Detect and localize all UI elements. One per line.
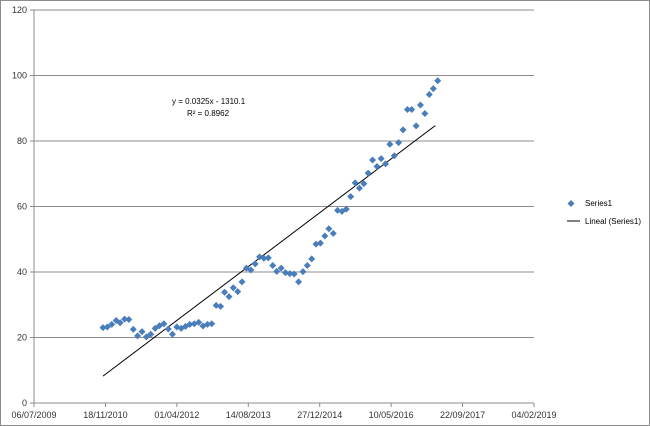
data-point	[377, 155, 385, 163]
y-tick-label: 80	[17, 136, 27, 146]
data-point	[269, 261, 277, 269]
r-squared-text: R² = 0.8962	[187, 109, 230, 118]
y-tick-label: 60	[17, 202, 27, 212]
data-point	[308, 255, 316, 263]
x-tick-label: 01/04/2012	[154, 410, 199, 420]
y-tick-label: 120	[12, 5, 27, 15]
data-point	[286, 270, 294, 278]
legend: Series1 Lineal (Series1)	[567, 199, 641, 226]
data-point	[116, 319, 124, 327]
data-point	[247, 266, 255, 274]
data-point	[329, 229, 337, 237]
data-point	[221, 288, 229, 296]
data-point	[408, 106, 416, 114]
data-point	[234, 288, 242, 296]
data-point	[316, 239, 324, 247]
data-point	[412, 122, 420, 130]
x-tick-label: 06/07/2009	[11, 410, 56, 420]
data-point	[395, 139, 403, 147]
x-tick-label: 14/08/2013	[226, 410, 271, 420]
data-point	[160, 320, 168, 328]
data-point	[382, 160, 390, 168]
equation-text: y = 0.0325x - 1310.1	[172, 97, 246, 106]
data-point	[321, 232, 329, 240]
trendline-group	[102, 125, 436, 377]
legend-trendline-label: Lineal (Series1)	[585, 217, 641, 226]
data-point	[138, 328, 146, 336]
data-point	[129, 325, 137, 333]
data-point	[186, 320, 194, 328]
data-point	[108, 320, 116, 328]
data-point	[208, 320, 216, 328]
data-point	[229, 284, 237, 292]
data-point	[390, 152, 398, 160]
data-point	[399, 126, 407, 134]
legend-series-marker	[567, 200, 575, 207]
data-point	[364, 169, 372, 177]
data-point	[217, 302, 225, 310]
data-point	[303, 261, 311, 269]
data-point	[360, 180, 368, 188]
data-point	[264, 254, 272, 262]
data-point	[347, 193, 355, 201]
data-point	[429, 85, 437, 93]
data-point	[299, 268, 307, 276]
data-point	[355, 184, 363, 192]
data-point	[373, 163, 381, 171]
x-tick-label: 04/02/2019	[511, 410, 556, 420]
data-point	[251, 260, 259, 268]
data-point	[203, 320, 211, 328]
data-point	[125, 315, 133, 323]
x-tick-label: 18/11/2010	[83, 410, 127, 420]
data-point	[290, 270, 298, 278]
data-point	[325, 225, 333, 233]
x-tick-label: 10/05/2016	[369, 410, 414, 420]
gridlines	[34, 9, 534, 338]
data-point	[295, 278, 303, 286]
data-point	[103, 323, 111, 331]
x-tick-labels: 06/07/2009 18/11/2010 01/04/2012 14/08/2013…	[11, 410, 556, 420]
data-point	[99, 324, 107, 332]
data-point	[134, 332, 142, 340]
data-point	[342, 205, 350, 213]
axes	[30, 9, 535, 407]
data-point	[421, 109, 429, 117]
data-point	[403, 106, 411, 114]
data-point	[225, 293, 233, 301]
data-point	[121, 315, 129, 323]
data-point	[386, 140, 394, 148]
data-point	[195, 318, 203, 326]
legend-series-label: Series1	[585, 199, 613, 208]
data-point	[369, 156, 377, 164]
data-point	[416, 101, 424, 109]
data-point	[238, 278, 246, 286]
data-point	[434, 77, 442, 85]
data-point	[164, 325, 172, 333]
data-point	[351, 179, 359, 187]
data-points	[99, 77, 442, 341]
y-tick-label: 100	[12, 71, 27, 81]
data-point	[168, 330, 176, 338]
y-tick-labels: 0 20 40 60 80 100 120	[12, 5, 27, 408]
y-tick-label: 40	[17, 267, 27, 277]
data-point	[277, 264, 285, 272]
y-tick-label: 0	[22, 398, 27, 408]
data-point	[260, 254, 268, 262]
x-tick-label: 27/12/2014	[297, 410, 342, 420]
x-tick-label: 22/09/2017	[440, 410, 485, 420]
y-tick-label: 20	[17, 333, 27, 343]
trendline-equation: y = 0.0325x - 1310.1 R² = 0.8962	[172, 97, 246, 118]
data-point	[147, 330, 155, 338]
trendline	[102, 125, 436, 377]
data-point	[425, 90, 433, 98]
data-point	[273, 267, 281, 275]
